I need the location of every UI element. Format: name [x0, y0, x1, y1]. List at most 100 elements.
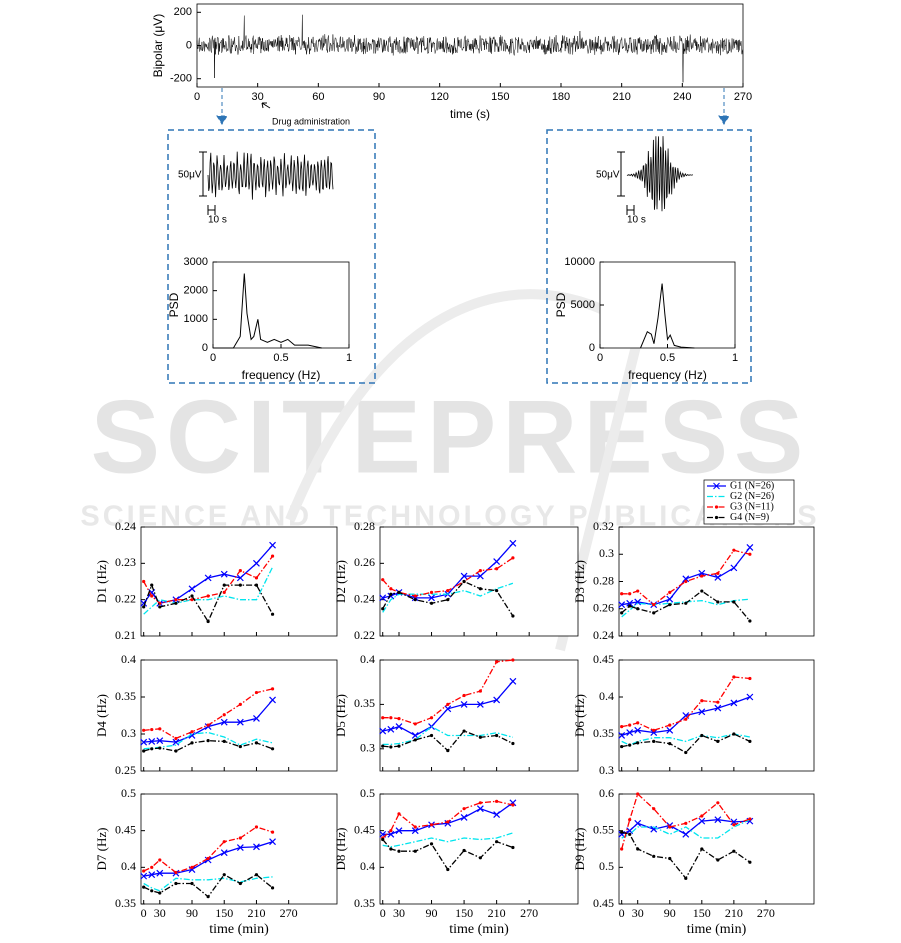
data-marker	[397, 717, 401, 721]
x-tick-label: 270	[757, 906, 775, 920]
legend: G1 (N=26)G2 (N=26)G3 (N=11)G4 (N=9)	[703, 479, 795, 525]
data-marker	[620, 592, 624, 596]
data-marker	[509, 677, 517, 685]
data-line	[143, 583, 274, 623]
y-axis-label: D2 (Hz)	[333, 560, 348, 603]
data-marker	[270, 687, 275, 691]
data-marker	[628, 592, 632, 596]
data-marker	[270, 554, 275, 558]
data-marker	[254, 583, 259, 587]
data-marker	[150, 594, 154, 598]
data-marker	[511, 556, 515, 560]
y-tick-label: 0.4	[599, 689, 614, 703]
data-marker	[222, 873, 226, 877]
data-marker	[618, 732, 626, 739]
data-marker	[684, 601, 688, 605]
data-marker	[389, 716, 393, 720]
data-marker	[429, 823, 434, 827]
data-marker	[634, 819, 642, 827]
data-marker	[150, 727, 154, 732]
data-marker	[142, 869, 146, 873]
y-tick-label: 0.45	[115, 822, 136, 836]
data-line	[382, 582, 514, 613]
data-marker	[150, 747, 154, 751]
data-marker	[148, 871, 156, 879]
data-marker	[478, 801, 482, 805]
data-marker	[429, 601, 434, 605]
data-marker	[668, 723, 672, 727]
data-marker	[636, 589, 640, 593]
chart: 0 5000 10000 0 0.5 1 frequency (Hz) PSD	[554, 256, 738, 382]
data-marker	[462, 729, 466, 733]
data-marker	[150, 889, 154, 893]
inset-box	[167, 129, 376, 384]
data-marker	[628, 818, 632, 822]
data-marker	[158, 746, 162, 750]
plot-frame	[379, 659, 579, 772]
data-marker	[269, 696, 276, 704]
data-marker	[732, 548, 736, 552]
data-marker	[253, 559, 260, 567]
y-tick-label: 1000	[184, 313, 208, 325]
data-marker	[748, 552, 752, 556]
data-marker	[269, 838, 276, 846]
data-marker	[732, 849, 736, 853]
plot-frame	[379, 793, 579, 905]
legend-marker	[714, 505, 719, 509]
data-marker	[716, 700, 720, 704]
data-marker	[389, 592, 393, 596]
chart: 0.21 0.22 0.23 0.24 D1 (Hz)	[94, 519, 338, 642]
data-marker	[730, 699, 738, 707]
data-line	[143, 876, 273, 892]
x-tick-label: 0	[141, 906, 147, 920]
data-marker	[206, 856, 210, 861]
data-marker	[511, 658, 515, 662]
data-marker	[746, 693, 754, 701]
data-marker	[636, 607, 640, 611]
data-line	[213, 273, 322, 349]
y-tick-label: 2000	[184, 285, 208, 297]
data-marker	[509, 539, 517, 547]
x-tick-label: 150	[693, 906, 711, 920]
data-marker	[222, 739, 226, 744]
chart: 0.24 0.26 0.28 0.3 0.32 D3 (Hz)	[572, 519, 815, 642]
x-tick-label: 150	[215, 906, 233, 920]
data-marker	[270, 747, 275, 751]
data-marker	[156, 869, 164, 877]
y-axis-label: Bipolar (μV)	[151, 14, 165, 78]
data-marker	[626, 729, 634, 736]
data-marker	[634, 726, 642, 734]
x-axis-label: frequency (Hz)	[242, 368, 321, 382]
y-axis-label: D9 (Hz)	[572, 828, 587, 871]
data-marker	[478, 689, 482, 693]
data-marker	[158, 727, 162, 731]
data-line	[143, 826, 273, 874]
data-marker	[381, 607, 385, 611]
data-marker	[206, 895, 210, 899]
legend-marker	[713, 482, 720, 490]
data-marker	[222, 840, 226, 844]
data-marker	[652, 739, 656, 744]
data-line	[382, 557, 514, 597]
data-line	[621, 819, 751, 839]
data-marker	[620, 830, 624, 834]
data-marker	[698, 708, 706, 716]
data-marker	[666, 726, 674, 734]
y-tick-label: 0.26	[354, 555, 375, 569]
x-tick-label: 0.5	[273, 352, 288, 364]
chart: 0.35 0.4 0.45 0.5 0 30 90 150 210 270 time (min) D7…	[94, 786, 338, 937]
amplitude-scale: 50μV	[596, 170, 620, 181]
y-axis-label: D7 (Hz)	[94, 828, 109, 871]
y-tick-label: 0.24	[115, 519, 136, 533]
data-marker	[413, 594, 417, 598]
data-line	[382, 800, 514, 839]
y-tick-label: 0.35	[115, 689, 136, 703]
x-tick-label: 0	[210, 352, 216, 364]
data-marker	[190, 730, 194, 734]
x-tick-label: 150	[491, 91, 509, 103]
y-tick-label: 0.28	[354, 519, 375, 533]
data-marker	[478, 587, 482, 591]
scale-bar	[199, 151, 216, 215]
data-marker	[389, 829, 393, 833]
